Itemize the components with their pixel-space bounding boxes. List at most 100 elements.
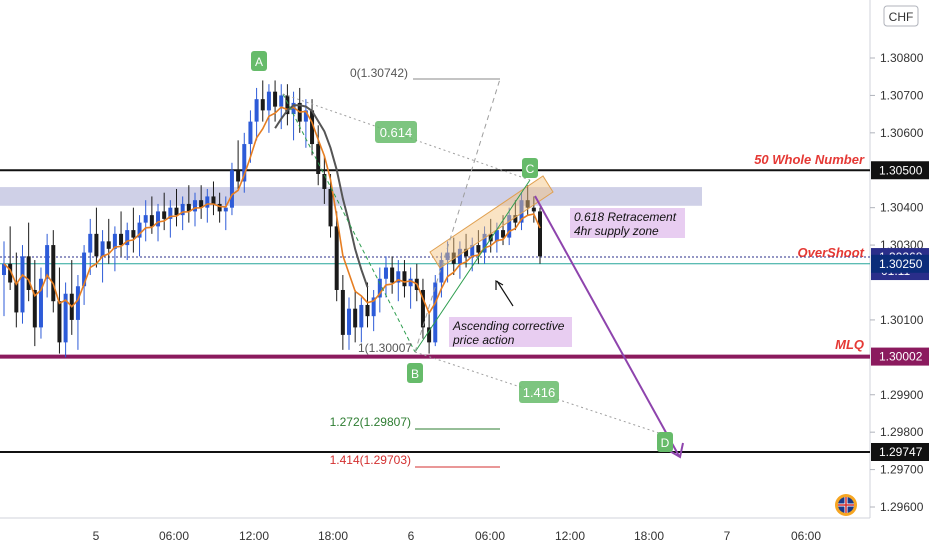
price-tick-label: 1.29900 xyxy=(880,388,924,402)
candle-body xyxy=(279,95,284,107)
candle-body xyxy=(45,245,50,279)
candle-body xyxy=(149,215,154,227)
candle-body xyxy=(273,91,278,107)
candle-body xyxy=(162,211,167,219)
pointer-arrow xyxy=(496,280,514,307)
candle-body xyxy=(439,260,444,283)
candle-body xyxy=(125,230,130,246)
pattern-points: A B C D xyxy=(251,51,673,452)
candle-body xyxy=(217,203,222,212)
supply-note-line2: 4hr supply zone xyxy=(574,224,659,238)
candle-body xyxy=(199,200,204,208)
candle-body xyxy=(20,256,25,313)
candle-body xyxy=(531,207,536,212)
candle-body xyxy=(38,278,43,328)
candle-body xyxy=(205,196,210,208)
candle-body xyxy=(334,226,339,290)
candle-body xyxy=(88,233,93,253)
candle-body xyxy=(513,215,518,223)
point-d: D xyxy=(657,432,673,452)
uk-flag-icon[interactable] xyxy=(835,494,857,516)
time-tick-label: 12:00 xyxy=(239,529,269,543)
time-tick-label: 5 xyxy=(93,529,100,543)
corrective-note-line1: Ascending corrective xyxy=(452,319,565,333)
mlq-label: MLQ xyxy=(835,337,864,352)
price-tick-label: 1.29600 xyxy=(880,500,924,514)
point-marker xyxy=(251,51,267,71)
currency-label: CHF xyxy=(889,10,914,24)
candle-body xyxy=(310,110,315,145)
price-badge: 1.30500 xyxy=(871,161,929,180)
candle-body xyxy=(131,230,136,238)
point-label: B xyxy=(411,367,419,381)
candle-body xyxy=(211,196,216,204)
corrective-note-line2: price action xyxy=(452,333,515,347)
candle-body xyxy=(186,203,191,212)
time-axis[interactable]: 5 06:00 12:00 18:00 6 06:00 12:00 18:00 7 06:00 xyxy=(93,529,822,543)
fib-1414-label: 1.414(1.29703) xyxy=(330,453,411,467)
candle-body xyxy=(106,241,111,249)
supply-note-line1: 0.618 Retracement xyxy=(574,210,677,224)
currency-button[interactable]: CHF xyxy=(883,5,919,27)
candle-body xyxy=(112,233,117,249)
candle-body xyxy=(433,282,438,343)
price-badge-label: 1.30002 xyxy=(879,350,923,364)
candle-body xyxy=(494,230,499,242)
candle-body xyxy=(180,203,185,216)
fib-1272-label: 1.272(1.29807) xyxy=(330,415,411,429)
price-tick-label: 1.29800 xyxy=(880,425,924,439)
candle-body xyxy=(396,271,401,283)
candle-body xyxy=(501,230,506,238)
candle-body xyxy=(82,252,87,287)
ratio-text-0614: 0.614 xyxy=(380,125,413,140)
candle-body xyxy=(63,293,68,343)
candle-body xyxy=(32,289,37,328)
candle-body xyxy=(420,289,425,328)
time-tick-label: 18:00 xyxy=(318,529,348,543)
candle-body xyxy=(340,289,345,335)
candle-body xyxy=(137,222,142,238)
candle-body xyxy=(353,308,358,328)
ascending-channel xyxy=(429,175,554,269)
corrective-note: Ascending corrective price action xyxy=(449,317,572,347)
candle-body xyxy=(445,252,450,261)
price-tick-label: 1.30700 xyxy=(880,88,924,102)
candle-body xyxy=(525,200,530,208)
point-marker xyxy=(657,432,673,452)
time-tick-label: 06:00 xyxy=(475,529,505,543)
overshoot-label: OverShoot xyxy=(798,245,865,260)
candle-body xyxy=(260,99,265,111)
point-c: C xyxy=(522,158,538,178)
candle-body xyxy=(192,200,197,212)
supply-zone-note: 0.618 Retracement 4hr supply zone xyxy=(570,208,685,238)
price-badge-label: 1.30250 xyxy=(879,257,923,271)
candle-body xyxy=(488,233,493,242)
candle-body xyxy=(408,278,413,287)
candle-body xyxy=(51,245,56,302)
candle-body xyxy=(266,91,271,111)
time-tick-label: 18:00 xyxy=(634,529,664,543)
candles xyxy=(2,80,542,358)
candle-body xyxy=(229,170,234,208)
candle-body xyxy=(254,99,259,122)
price-badge-bg xyxy=(871,161,929,180)
candle-body xyxy=(248,121,253,145)
candle-body xyxy=(291,102,296,115)
candle-body xyxy=(507,215,512,238)
candle-body xyxy=(365,304,370,317)
point-marker xyxy=(407,363,423,383)
ratio-label-1416: 1.416 xyxy=(519,381,559,403)
price-badge: 1.29747 xyxy=(871,442,929,461)
candle-body xyxy=(328,188,333,227)
ratio-text-1416: 1.416 xyxy=(523,385,556,400)
time-tick-label: 06:00 xyxy=(791,529,821,543)
candle-body xyxy=(427,327,432,343)
candle-body xyxy=(285,95,290,115)
ema-line xyxy=(3,106,541,315)
candle-body xyxy=(14,282,19,313)
candle-body xyxy=(519,200,524,223)
candle-body xyxy=(236,170,241,182)
